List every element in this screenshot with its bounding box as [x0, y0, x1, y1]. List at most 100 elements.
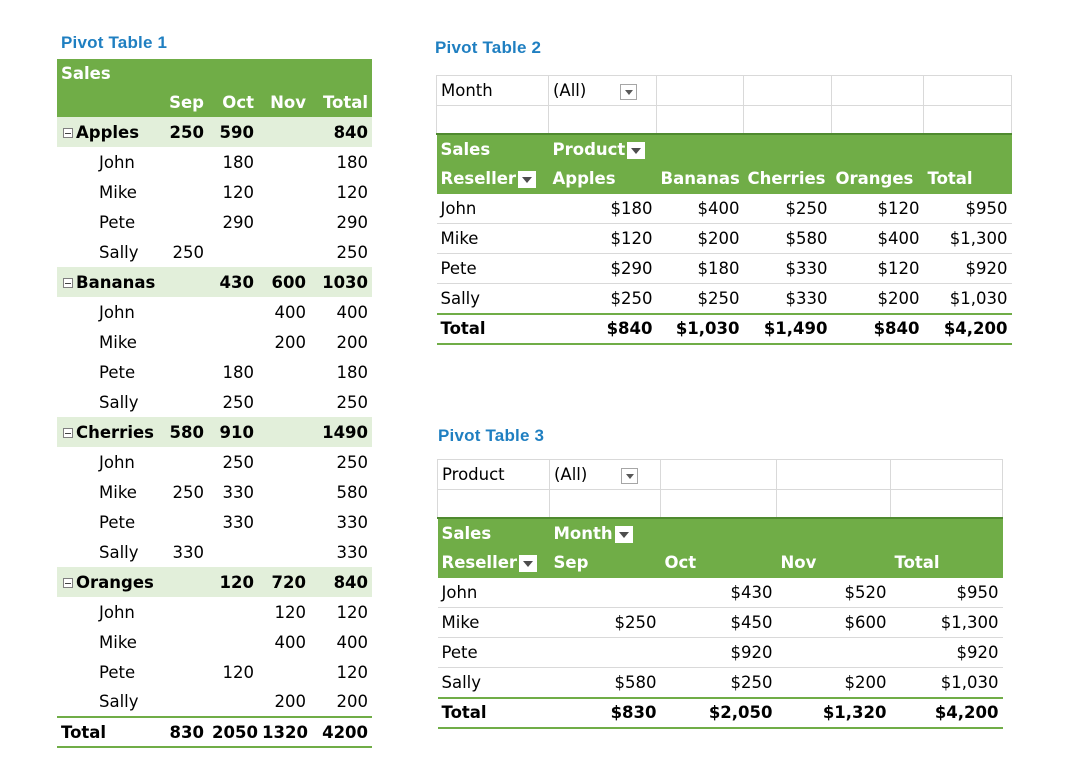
total-value: $1,030 [656, 312, 744, 345]
value-cell: 250 [336, 392, 369, 412]
group-value: 250 [165, 117, 208, 147]
row-filter-icon[interactable] [518, 171, 537, 188]
group-value: 840 [310, 567, 373, 597]
collapse-icon[interactable] [63, 578, 73, 588]
collapse-icon[interactable] [63, 128, 73, 138]
column-filter-icon[interactable] [627, 141, 646, 159]
group-name: Apples [76, 122, 140, 142]
column-field-header[interactable]: Month [549, 516, 661, 548]
table-row: Mike 200 200 [57, 327, 372, 357]
column-header: Oct [660, 547, 777, 578]
header-fill [776, 516, 891, 548]
pivot-table-1-title: Pivot Table 1 [61, 33, 168, 52]
empty-cell [743, 75, 832, 106]
value-cell [165, 687, 208, 717]
group-label[interactable]: Bananas [57, 267, 165, 297]
row-label: John [99, 302, 135, 322]
value-cell: 580 [336, 482, 369, 502]
value-cell [258, 357, 310, 387]
value-cell: 400 [336, 302, 369, 322]
header-fill [660, 516, 777, 548]
value-cell: $400 [831, 223, 924, 254]
value-cell: $180 [656, 253, 744, 284]
group-label[interactable]: Cherries [57, 417, 165, 447]
value-cell [258, 657, 310, 687]
column-header: Sep [165, 87, 208, 117]
value-cell: 120 [336, 662, 369, 682]
value-cell: 330 [336, 512, 369, 532]
value-cell: 330 [222, 512, 255, 532]
value-cell: $430 [660, 577, 777, 608]
value-cell: $920 [660, 637, 777, 668]
value-cell: 250 [172, 242, 205, 262]
value-cell: 250 [222, 392, 255, 412]
group-value: 580 [165, 417, 208, 447]
total-value: $840 [548, 312, 657, 345]
filter-dropdown-icon[interactable] [621, 467, 639, 484]
group-value: 430 [208, 267, 258, 297]
table-row: Sally 250 250 [57, 237, 372, 267]
table-row: John 400 400 [57, 297, 372, 327]
report-filter-row: Month (All) [436, 75, 1012, 106]
total-label: Total [436, 312, 549, 345]
table-row: Sally 200 200 [57, 687, 372, 717]
row-field-header[interactable]: Reseller [437, 547, 550, 578]
value-cell [258, 177, 310, 207]
value-cell [258, 477, 310, 507]
group-label[interactable]: Apples [57, 117, 165, 147]
table-row: John 250 250 [57, 447, 372, 477]
value-cell [776, 637, 891, 668]
value-cell: 120 [336, 602, 369, 622]
row-label: Mike [99, 332, 137, 352]
collapse-icon[interactable] [63, 278, 73, 288]
row-field-header[interactable]: Reseller [436, 163, 549, 194]
column-header-row: Reseller Apples Bananas Cherries Oranges Tota… [436, 163, 1012, 194]
value-cell [165, 147, 208, 177]
value-cell: $1,030 [890, 667, 1003, 698]
row-label: Mike [436, 223, 549, 254]
total-value: 1320 [258, 716, 310, 748]
filter-value-text: (All) [553, 81, 587, 100]
pivot-table-3-title: Pivot Table 3 [438, 426, 545, 445]
column-field-header[interactable]: Product [548, 132, 657, 164]
table-row: Mike $120 $200 $580 $400 $1,300 [436, 223, 1012, 254]
collapse-icon[interactable] [63, 428, 73, 438]
value-cell [165, 657, 208, 687]
filter-value[interactable]: (All) [549, 459, 661, 490]
filter-value[interactable]: (All) [548, 75, 657, 106]
empty-cell [660, 489, 777, 518]
total-value: $1,320 [776, 696, 891, 729]
value-cell [165, 507, 208, 537]
total-value: $840 [831, 312, 924, 345]
value-cell: $120 [831, 253, 924, 284]
empty-cell [437, 489, 550, 518]
column-header: Nov [258, 87, 310, 117]
pivot-table-1: Sales Sep Oct Nov Total Apples 250 590 840 John 18… [57, 59, 373, 748]
table-row: Mike $250 $450 $600 $1,300 [437, 607, 1003, 638]
corner-cell [57, 87, 165, 117]
empty-cell [656, 105, 744, 134]
column-filter-icon[interactable] [614, 525, 633, 543]
table-row: Sally 250 250 [57, 387, 372, 417]
value-cell: 290 [222, 212, 255, 232]
value-cell: $520 [776, 577, 891, 608]
filter-dropdown-icon[interactable] [620, 83, 638, 100]
value-cell [258, 237, 310, 267]
value-cell: $920 [890, 637, 1003, 668]
row-filter-icon[interactable] [519, 555, 538, 572]
table-row: Pete $920 $920 [437, 637, 1003, 668]
column-header: Total [310, 87, 373, 117]
column-field-name: Product [552, 139, 626, 159]
value-cell: $600 [776, 607, 891, 638]
value-cell: 290 [336, 212, 369, 232]
group-label[interactable]: Oranges [57, 567, 165, 597]
table-row: Pete 120 120 [57, 657, 372, 687]
value-cell: $200 [656, 223, 744, 254]
filter-label: Month [436, 75, 549, 106]
column-header-row: Sep Oct Nov Total [57, 87, 373, 117]
table-row: Sally $250 $250 $330 $200 $1,030 [436, 283, 1012, 314]
group-value: 720 [258, 567, 310, 597]
value-cell [165, 357, 208, 387]
value-cell: $950 [923, 193, 1012, 224]
value-cell [258, 447, 310, 477]
